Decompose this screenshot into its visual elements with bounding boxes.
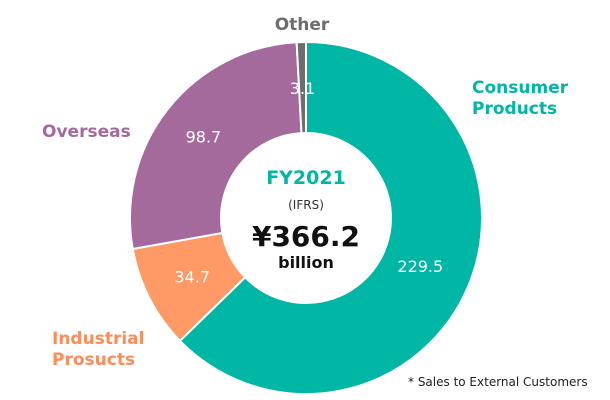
donut-hole [221,133,391,303]
category-label-industrial-prosucts-line-2: Prosucts [52,350,135,370]
category-label-consumer-products-line-2: Products [472,99,557,119]
value-label-other: 3.1 [290,79,315,98]
category-label-consumer-products-line-1: Consumer [472,78,569,98]
value-label-overseas: 98.7 [186,128,222,147]
category-label-overseas: Overseas [42,122,131,142]
footnote: * Sales to External Customers [408,375,588,389]
category-label-other: Other [275,15,330,35]
center-total: ¥366.2 [252,220,360,253]
value-label-consumer-products: 229.5 [397,257,443,276]
center-basis: (IFRS) [288,198,324,212]
value-label-industrial-prosucts: 34.7 [174,268,210,287]
center-unit: billion [278,253,334,272]
center-year: FY2021 [266,167,346,189]
category-label-industrial-prosucts-line-1: Industrial [52,329,144,349]
